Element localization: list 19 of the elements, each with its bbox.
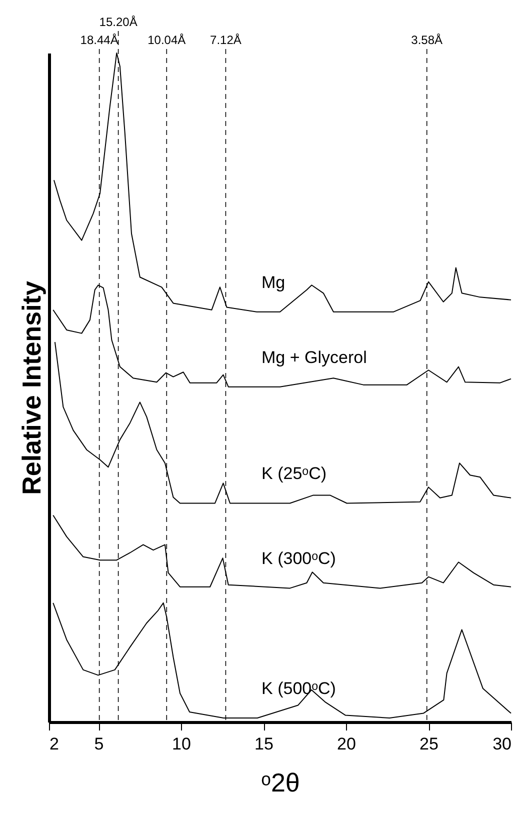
y-axis-title: Relative Intensity [16,280,46,495]
x-tick-label: 2 [50,734,59,754]
ref-line-label: 10.04Å [148,33,186,47]
x-tick-label: 30 [492,734,512,754]
x-tick-label: 10 [172,734,191,754]
ref-line-label: 18.44Å [80,33,118,47]
series-label: Mg [262,272,286,292]
series-label: K (25ᵒC) [262,464,327,484]
x-tick-label: 5 [94,734,104,754]
ref-line-label: 15.20Å [99,15,138,29]
series-label: Mg + Glycerol [262,348,367,367]
ref-line-label: 7.12Å [210,33,242,47]
x-tick-label: 20 [337,734,356,754]
series-label: K (300ᵒC) [262,549,336,568]
x-axis-title: ᵒ2θ [261,768,300,798]
ref-line-label: 3.58Å [411,33,443,47]
x-tick-label: 25 [420,734,438,754]
x-tick-label: 15 [254,734,274,754]
series-label: K (500ᵒC) [262,678,336,698]
